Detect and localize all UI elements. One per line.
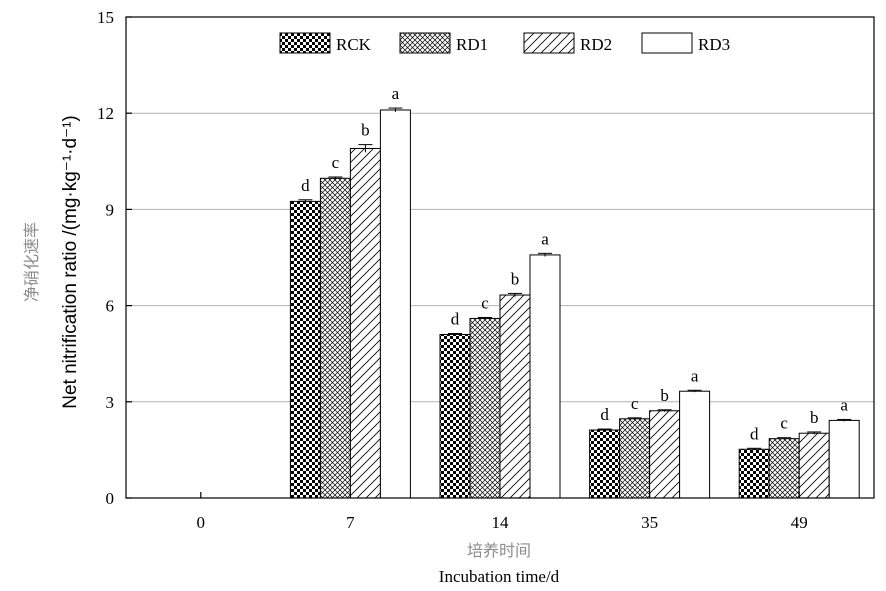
y-tick-label: 3 [106, 393, 115, 412]
y-tick-label: 9 [106, 200, 115, 219]
error-bar [508, 292, 522, 297]
significance-label: c [481, 293, 489, 312]
legend-swatch [279, 32, 331, 54]
bar-rck-49 [738, 448, 770, 499]
legend-item-rck: RCK [279, 32, 372, 54]
error-bar [627, 417, 642, 420]
error-bar [298, 199, 313, 203]
error-bar [478, 316, 492, 320]
bar-rd3-14 [529, 254, 561, 499]
error-bar [777, 437, 792, 440]
significance-label: b [810, 408, 819, 427]
bar-rd2-49 [798, 432, 830, 499]
bar-rck-35 [589, 429, 621, 499]
bar-rck-14 [439, 333, 471, 499]
y-tick-label: 12 [97, 104, 114, 123]
error-bar [597, 428, 612, 431]
error-bar [388, 107, 403, 112]
significance-label: b [511, 269, 520, 288]
x-tick-labels: 0 7 14 35 49 [197, 513, 808, 532]
significance-label: a [541, 229, 549, 248]
error-bar [538, 252, 552, 257]
x-axis-label: Incubation time/d [439, 567, 560, 586]
significance-label: d [301, 176, 310, 195]
legend-item-rd1: RD1 [399, 32, 488, 54]
error-bar [837, 418, 852, 422]
significance-label: c [631, 394, 639, 413]
significance-label: c [332, 153, 340, 172]
bar-rd3-35 [679, 390, 711, 499]
y-tick-labels: 0 3 6 9 12 15 [97, 8, 114, 508]
bar-rd3-7 [379, 109, 411, 499]
bar-rd2-35 [649, 410, 681, 499]
error-bars [298, 107, 852, 451]
legend-item-rd3: RD3 [641, 32, 730, 54]
bar-rd1-14 [469, 317, 501, 499]
error-bar [358, 144, 373, 153]
legend-label: RD3 [698, 35, 730, 54]
significance-labels: d c b a d c b a d c b a d c b a [301, 84, 848, 443]
legend-swatch [523, 32, 575, 54]
legend-swatch [641, 32, 693, 54]
bar-rd2-7 [349, 147, 381, 499]
bar-rd1-49 [768, 438, 800, 499]
y-tick-label: 0 [106, 489, 115, 508]
legend: RCK RD1 RD2 RD3 [279, 32, 730, 54]
significance-label: b [361, 121, 370, 140]
x-tick-label: 49 [791, 513, 808, 532]
bar-rd2-14 [499, 294, 531, 499]
x-tick-label: 35 [641, 513, 658, 532]
significance-label: a [840, 395, 848, 414]
axes [125, 16, 875, 499]
error-bar [657, 409, 672, 412]
error-bar [448, 332, 462, 336]
y-axis-label-chinese: 净硝化速率 [22, 222, 41, 302]
legend-label: RD2 [580, 35, 612, 54]
legend-item-rd2: RD2 [523, 32, 612, 54]
error-bar [687, 389, 702, 393]
x-tick-label: 0 [197, 513, 206, 532]
y-axis-label: Net nitrification ratio /(mg·kg⁻¹·d⁻¹) [60, 115, 81, 409]
significance-label: d [451, 309, 460, 328]
legend-label: RD1 [456, 35, 488, 54]
x-tick-label: 14 [492, 513, 510, 532]
bar-rck-7 [289, 200, 321, 499]
bars [289, 109, 860, 499]
significance-label: b [660, 386, 669, 405]
legend-label: RCK [336, 35, 372, 54]
legend-swatch [399, 32, 451, 54]
bar-rd1-7 [319, 177, 351, 499]
bar-rd1-35 [619, 418, 651, 499]
error-bar [747, 447, 762, 451]
significance-label: d [600, 405, 609, 424]
x-tick-label: 7 [346, 513, 355, 532]
significance-label: c [780, 414, 788, 433]
y-tick-label: 15 [97, 8, 114, 27]
error-bar [328, 176, 343, 180]
error-bar [807, 431, 822, 435]
significance-label: a [691, 366, 699, 385]
significance-label: a [392, 84, 400, 103]
x-axis-label-chinese: 培养时间 [467, 541, 531, 560]
significance-label: d [750, 424, 759, 443]
y-tick-label: 6 [106, 297, 115, 316]
bar-rd3-49 [828, 419, 860, 499]
